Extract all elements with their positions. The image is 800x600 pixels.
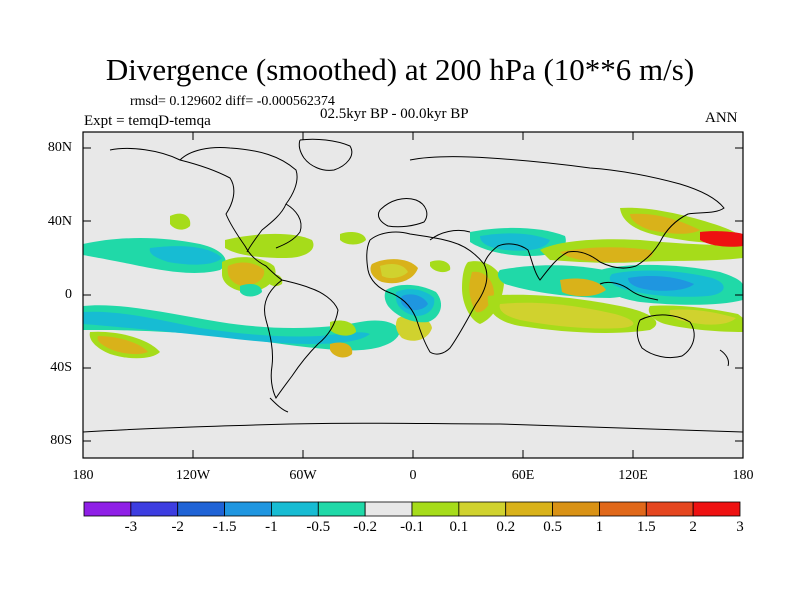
colorbar-swatch [645,501,694,517]
lon-label: 120W [175,468,211,483]
lon-label: 120E [618,468,648,483]
colorbar-label: 0.1 [449,519,469,535]
lat-label: 40N [47,214,72,229]
map-title: Divergence (smoothed) at 200 hPa (10**6 … [105,52,695,87]
colorbar-label: 1.5 [636,519,656,535]
lon-label: 60E [511,468,535,483]
colorbar-swatch [130,501,179,517]
colorbar-label: 1 [595,519,604,535]
colorbar-swatch [458,501,507,517]
colorbar-label: 0.2 [496,519,516,535]
colorbar [83,501,741,517]
colorbar-label: 0.5 [543,519,562,535]
colorbar-swatch [552,501,600,517]
experiment-label: Expt = temqD-temqa [84,113,211,129]
period-text: 02.5kyr BP - 00.0kyr BP [320,106,469,122]
lat-label: 80N [47,140,72,155]
colorbar-label: -1 [265,519,278,535]
colorbar-swatch [83,501,132,517]
colorbar-swatch [411,501,460,517]
colorbar-label: -2 [171,519,184,535]
lon-label: 60W [289,468,317,483]
lat-ticks [83,147,743,442]
colorbar-swatch [177,501,225,517]
colorbar-swatch [317,501,366,517]
colorbar-label: -1.5 [212,519,237,535]
colorbar-swatch [505,501,553,517]
colorbar-swatch [271,501,319,517]
colorbar-label: 2 [689,519,697,535]
divergence-field [83,207,743,359]
colorbar-swatch [364,501,413,517]
colorbar-label: -0.2 [353,519,377,535]
colorbar-label: -0.1 [400,519,424,535]
colorbar-label: 3 [736,519,744,535]
lat-label: 80S [50,433,72,448]
colorbar-swatch [692,501,741,517]
lon-label: 180 [72,468,94,483]
colorbar-label: -0.5 [306,519,331,535]
lon-label: 180 [732,468,754,483]
lon-label: 0 [409,468,417,483]
colorbar-label: -3 [124,519,138,535]
coastlines [83,138,743,433]
statistics-text: rmsd= 0.129602 diff= -0.000562374 [130,94,335,109]
season-label: ANN [705,110,738,126]
lon-ticks [192,132,634,458]
colorbar-swatch [599,501,647,517]
colorbar-swatch [224,501,272,517]
lat-label: 0 [65,287,72,302]
lat-label: 40S [50,360,72,375]
